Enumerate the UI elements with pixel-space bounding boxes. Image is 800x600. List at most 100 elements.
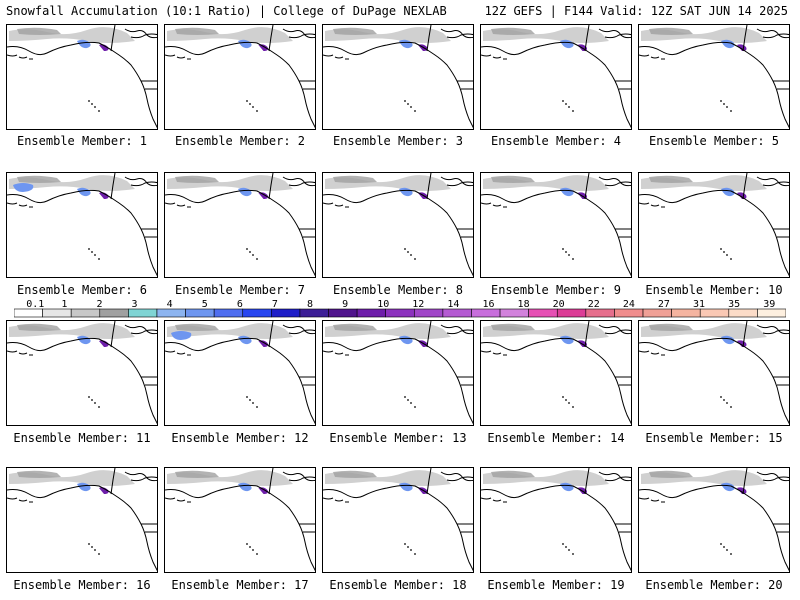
- ensemble-label-7: Ensemble Member: 7: [174, 283, 306, 297]
- coastline: [165, 173, 315, 277]
- hawaii-islands: [88, 100, 100, 112]
- colorbar-swatch: [385, 308, 415, 318]
- colorbar-swatch: [70, 308, 101, 318]
- snowfall-field: [483, 323, 609, 347]
- colorbar-swatch: [585, 308, 615, 318]
- ensemble-map-9: [481, 173, 631, 277]
- hawaii-islands: [720, 396, 732, 408]
- colorbar-label: 39: [763, 299, 775, 310]
- ensemble-panel-15: [638, 320, 790, 426]
- colorbar-swatch: [442, 308, 472, 318]
- coastline: [639, 468, 789, 572]
- ensemble-label-16: Ensemble Member: 16: [13, 578, 151, 592]
- colorbar-label: 5: [202, 299, 208, 310]
- coastline: [481, 25, 631, 129]
- colorbar-label: 2: [96, 299, 102, 310]
- ensemble-panel-3: [322, 24, 474, 130]
- snowfall-field: [641, 470, 767, 494]
- ensemble-map-19: [481, 468, 631, 572]
- colorbar-label: 6: [237, 299, 243, 310]
- colorbar-swatch: [242, 308, 272, 318]
- ensemble-panel-1: [6, 24, 158, 130]
- coastline: [323, 173, 473, 277]
- coastline: [481, 321, 631, 425]
- ensemble-label-9: Ensemble Member: 9: [490, 283, 622, 297]
- ensemble-panel-13: [322, 320, 474, 426]
- ensemble-map-5: [639, 25, 789, 129]
- ensemble-panel-6: [6, 172, 158, 278]
- hawaii-islands: [88, 248, 100, 260]
- snowfall-field: [325, 27, 451, 51]
- run-info: 12Z GEFS | F144 Valid: 12Z SAT JUN 14 20…: [484, 4, 788, 18]
- ensemble-label-3: Ensemble Member: 3: [332, 134, 464, 148]
- coastline: [7, 321, 157, 425]
- snowfall-field: [167, 323, 293, 347]
- snowfall-field: [641, 27, 767, 51]
- coastline: [639, 173, 789, 277]
- colorbar-label: 14: [447, 299, 459, 310]
- ensemble-map-7: [165, 173, 315, 277]
- ensemble-map-8: [323, 173, 473, 277]
- snowfall-field: [483, 175, 609, 199]
- colorbar-swatch: [671, 308, 701, 318]
- ensemble-panel-16: [6, 467, 158, 573]
- hawaii-islands: [404, 396, 416, 408]
- colorbar-swatch: [99, 308, 129, 318]
- snowfall-field: [9, 27, 135, 51]
- hawaii-islands: [720, 100, 732, 112]
- ensemble-map-12: [165, 321, 315, 425]
- ensemble-map-3: [323, 25, 473, 129]
- snowfall-field: [641, 323, 767, 347]
- hawaii-islands: [720, 543, 732, 555]
- snowfall-field: [167, 27, 293, 51]
- colorbar-swatch: [328, 308, 358, 318]
- colorbar-swatch: [642, 308, 672, 318]
- ensemble-panel-8: [322, 172, 474, 278]
- ensemble-label-12: Ensemble Member: 12: [171, 431, 309, 445]
- coastline: [7, 173, 157, 277]
- hawaii-islands: [246, 100, 258, 112]
- colorbar-swatch: [185, 308, 215, 318]
- colorbar-swatch: [614, 308, 644, 318]
- hawaii-islands: [404, 543, 416, 555]
- hawaii-islands: [562, 248, 574, 260]
- snowfall-field: [325, 175, 451, 199]
- colorbar-swatch: [156, 308, 186, 318]
- hawaii-islands: [88, 396, 100, 408]
- colorbar-label: 8: [307, 299, 313, 310]
- map-title: Snowfall Accumulation (10:1 Ratio) | Col…: [6, 4, 447, 18]
- ensemble-panel-17: [164, 467, 316, 573]
- colorbar-swatch: [499, 308, 529, 318]
- ensemble-label-17: Ensemble Member: 17: [171, 578, 309, 592]
- ensemble-label-4: Ensemble Member: 4: [490, 134, 622, 148]
- hawaii-islands: [562, 543, 574, 555]
- hawaii-islands: [88, 543, 100, 555]
- ensemble-panel-4: [480, 24, 632, 130]
- ensemble-panel-7: [164, 172, 316, 278]
- ensemble-label-8: Ensemble Member: 8: [332, 283, 464, 297]
- colorbar-swatch: [728, 308, 758, 318]
- ensemble-label-5: Ensemble Member: 5: [648, 134, 780, 148]
- ensemble-map-16: [7, 468, 157, 572]
- snowfall-field: [483, 470, 609, 494]
- hawaii-islands: [246, 396, 258, 408]
- ensemble-map-11: [7, 321, 157, 425]
- coastline: [323, 25, 473, 129]
- coastline: [481, 468, 631, 572]
- colorbar-label: 35: [728, 299, 740, 310]
- ensemble-panel-5: [638, 24, 790, 130]
- colorbar-label: 9: [342, 299, 348, 310]
- hawaii-islands: [404, 100, 416, 112]
- hawaii-islands: [246, 543, 258, 555]
- snowfall-colorbar: 0.1 1 2 3 4 5 6 7 8 9 10 12 14 16 18 20 22 24 27 31 35 39: [14, 297, 786, 319]
- ensemble-label-13: Ensemble Member: 13: [329, 431, 467, 445]
- ensemble-label-10: Ensemble Member: 10: [645, 283, 783, 297]
- ensemble-panel-18: [322, 467, 474, 573]
- snowfall-field: [9, 175, 135, 199]
- colorbar-label: 16: [482, 299, 494, 310]
- ensemble-panel-19: [480, 467, 632, 573]
- colorbar-label: 24: [623, 299, 635, 310]
- ensemble-panel-11: [6, 320, 158, 426]
- ensemble-map-13: [323, 321, 473, 425]
- colorbar-swatch: [699, 308, 730, 318]
